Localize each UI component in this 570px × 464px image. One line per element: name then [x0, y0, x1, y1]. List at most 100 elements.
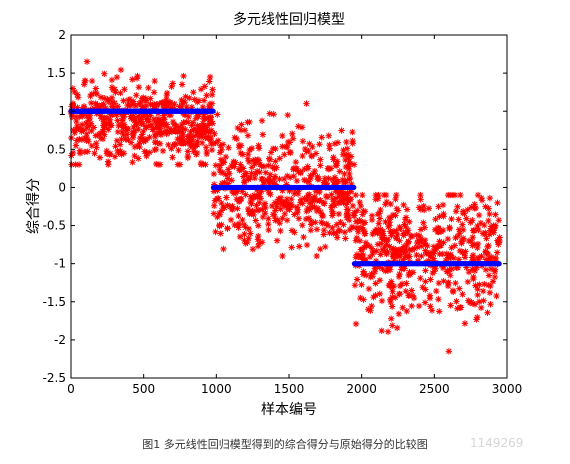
scatter-point — [195, 97, 203, 104]
scatter-point — [312, 219, 319, 226]
scatter-point — [325, 132, 332, 139]
scatter-point — [409, 269, 417, 276]
scatter-point — [378, 327, 385, 335]
scatter-point — [159, 99, 166, 106]
scatter-point — [258, 206, 266, 213]
scatter-point — [328, 191, 335, 198]
scatter-point — [84, 135, 91, 143]
scatter-point — [150, 115, 158, 123]
scatter-point — [163, 121, 171, 128]
scatter-point — [413, 251, 420, 259]
scatter-point — [294, 203, 301, 211]
scatter-point — [229, 203, 236, 210]
scatter-point — [125, 136, 132, 144]
scatter-point — [155, 121, 163, 128]
scatter-point — [200, 115, 207, 123]
scatter-point — [239, 216, 246, 224]
scatter-point — [120, 113, 127, 121]
scatter-point — [487, 255, 494, 262]
y-tick-label: -2.5 — [43, 371, 66, 385]
scatter-point — [447, 272, 454, 279]
scatter-point — [294, 209, 301, 216]
scatter-point — [288, 195, 295, 203]
scatter-point — [259, 131, 267, 138]
scatter-point — [333, 162, 340, 169]
scatter-point — [469, 257, 476, 264]
scatter-point — [157, 131, 165, 139]
scatter-point — [380, 191, 388, 199]
scatter-point — [184, 148, 192, 155]
scatter-point — [353, 251, 361, 258]
scatter-point — [361, 256, 369, 263]
scatter-point — [333, 234, 341, 241]
scatter-point — [166, 125, 174, 133]
scatter-point — [385, 281, 393, 289]
scatter-point — [129, 76, 136, 83]
scatter-point — [214, 213, 221, 221]
x-tick-label: 1000 — [201, 382, 232, 396]
scatter-point — [244, 150, 252, 158]
x-tick-label: 500 — [132, 382, 155, 396]
scatter-point — [108, 103, 116, 110]
scatter-point — [218, 180, 226, 187]
scatter-point — [279, 132, 286, 140]
scatter-point — [161, 116, 168, 123]
scatter-point — [387, 315, 395, 322]
scatter-point — [331, 202, 338, 209]
scatter-point — [178, 140, 186, 147]
scatter-point — [254, 236, 262, 243]
chart-title: 多元线性回归模型 — [233, 11, 345, 28]
scatter-point — [139, 95, 146, 102]
scatter-point — [120, 121, 128, 128]
scatter-point — [274, 216, 282, 224]
scatter-point — [422, 278, 429, 285]
scatter-point — [373, 247, 380, 255]
scatter-point — [139, 113, 147, 120]
scatter-point — [170, 127, 177, 134]
scatter-point — [68, 103, 75, 110]
scatter-point — [130, 113, 137, 120]
scatter-point — [312, 150, 320, 157]
scatter-point — [108, 84, 116, 91]
scatter-point — [317, 245, 324, 253]
scatter-point — [245, 208, 253, 215]
scatter-point — [114, 103, 122, 110]
scatter-point — [222, 153, 230, 161]
scatter-point — [311, 167, 319, 175]
scatter-point — [343, 210, 351, 217]
scatter-point — [240, 221, 248, 229]
scatter-point — [422, 267, 429, 274]
scatter-point — [277, 227, 284, 235]
scatter-point — [138, 135, 146, 142]
scatter-point — [117, 66, 125, 74]
scatter-point — [494, 199, 501, 207]
scatter-point — [244, 155, 252, 162]
scatter-point — [101, 95, 108, 102]
scatter-point — [137, 117, 144, 124]
scatter-point — [287, 149, 294, 157]
scatter-point — [69, 85, 77, 92]
scatter-point — [357, 294, 364, 302]
scatter-point — [188, 104, 196, 111]
scatter-point — [112, 143, 119, 150]
scatter-point — [211, 130, 218, 138]
scatter-point — [244, 205, 252, 213]
scatter-point — [163, 91, 170, 99]
scatter-point — [456, 230, 463, 237]
scatter-point — [393, 234, 400, 242]
scatter-point — [295, 215, 303, 222]
scatter-point — [256, 168, 263, 176]
scatter-point — [444, 282, 452, 290]
scatter-point — [231, 221, 238, 229]
scatter-point — [348, 223, 356, 231]
scatter-point — [135, 125, 142, 133]
scatter-point — [417, 238, 425, 246]
scatter-point — [190, 148, 197, 155]
scatter-point — [427, 276, 434, 283]
scatter-point — [245, 235, 252, 242]
scatter-point — [106, 118, 113, 126]
scatter-point — [299, 138, 307, 145]
scatter-point — [421, 299, 429, 306]
scatter-point — [291, 229, 298, 236]
scatter-point — [301, 195, 308, 202]
